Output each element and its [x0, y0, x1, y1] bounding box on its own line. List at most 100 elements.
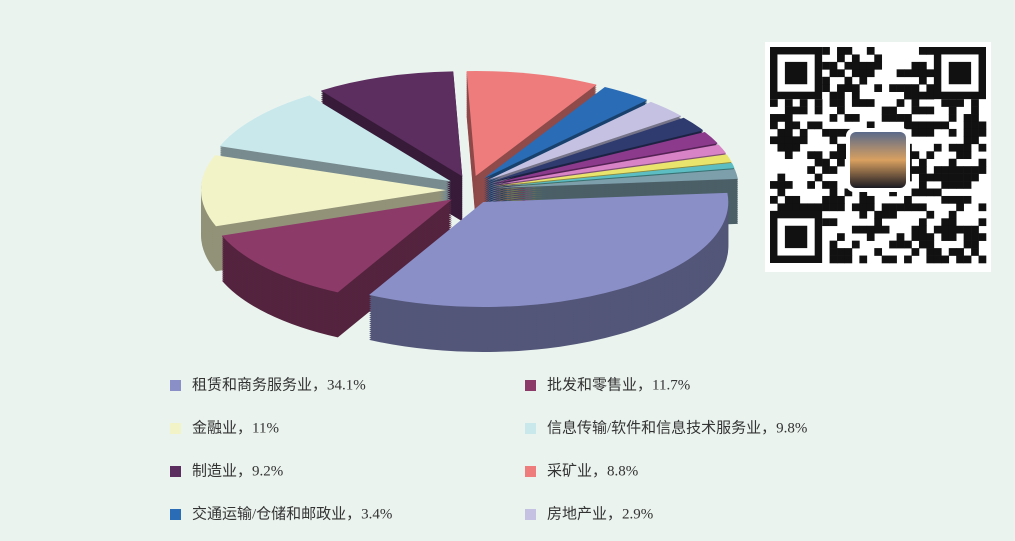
slice	[492, 144, 727, 186]
qr-finder	[784, 225, 808, 249]
qr-module	[971, 225, 979, 234]
qr-module	[814, 106, 823, 115]
qr-module	[851, 225, 860, 234]
slice	[201, 155, 447, 227]
qr-module	[837, 143, 845, 152]
legend-swatch	[525, 509, 536, 520]
qr-module	[777, 114, 786, 122]
qr-module	[956, 166, 964, 174]
qr-module	[799, 99, 808, 107]
qr-module	[911, 233, 920, 241]
qr-module	[926, 91, 935, 100]
qr-module	[956, 195, 964, 204]
qr-module	[978, 121, 987, 130]
qr-module	[859, 203, 868, 212]
qr-module	[829, 218, 838, 227]
qr-module	[963, 181, 972, 189]
qr-module	[859, 210, 868, 219]
qr-module	[926, 47, 935, 55]
qr-module	[829, 61, 838, 70]
qr-module	[837, 158, 845, 167]
qr-module	[851, 91, 860, 100]
qr-module	[822, 181, 830, 189]
qr-module	[904, 114, 912, 122]
qr-module	[926, 151, 935, 160]
qr-module	[770, 195, 778, 204]
qr-module	[829, 195, 838, 204]
qr-module	[941, 166, 950, 174]
qr-module	[844, 47, 853, 55]
qr-module	[814, 99, 823, 107]
qr-module	[896, 99, 905, 107]
qr-module	[926, 255, 935, 264]
qr-module	[933, 255, 942, 264]
qr-module	[918, 121, 927, 130]
slice-group	[221, 199, 452, 338]
qr-module	[918, 203, 927, 212]
qr-module	[822, 203, 830, 212]
qr-module	[963, 151, 972, 160]
qr-module	[971, 166, 979, 174]
qr-module	[792, 136, 801, 145]
qr-module	[777, 173, 786, 182]
qr-finder	[784, 61, 808, 85]
qr-module	[844, 114, 853, 122]
qr-module	[918, 166, 927, 174]
qr-module	[777, 128, 786, 137]
qr-module	[829, 166, 838, 174]
qr-module	[948, 218, 957, 227]
qr-module	[851, 114, 860, 122]
qr-module	[971, 240, 979, 249]
qr-module	[918, 188, 927, 197]
qr-module	[963, 166, 972, 174]
qr-module	[829, 188, 838, 197]
qr-module	[956, 143, 964, 152]
qr-module	[784, 143, 793, 152]
qr-module	[866, 99, 875, 107]
qr-module	[918, 61, 927, 70]
qr-module	[807, 151, 815, 160]
qr-module	[822, 158, 830, 167]
slice	[487, 101, 682, 181]
qr-module	[829, 181, 838, 189]
qr-module	[784, 151, 793, 160]
legend-label: 批发和零售业，11.7%	[547, 376, 690, 393]
qr-module	[874, 61, 883, 70]
qr-module	[963, 233, 972, 241]
qr-module	[918, 240, 927, 249]
qr-module	[829, 69, 838, 78]
slice-group	[369, 192, 729, 352]
qr-module	[837, 54, 845, 63]
qr-module	[837, 69, 845, 78]
qr-module	[859, 76, 868, 85]
qr-module	[844, 248, 853, 256]
qr-module	[814, 151, 823, 160]
qr-module	[851, 61, 860, 70]
qr-module	[837, 84, 845, 92]
qr-module	[777, 136, 786, 145]
qr-module	[866, 195, 875, 204]
qr-module	[807, 121, 815, 130]
qr-module	[837, 91, 845, 100]
qr-module	[956, 225, 964, 234]
qr-module	[799, 136, 808, 145]
qr-module	[859, 99, 868, 107]
qr-module	[822, 218, 830, 227]
qr-module	[941, 195, 950, 204]
qr-module	[881, 225, 890, 234]
qr-module	[837, 99, 845, 107]
qr-module	[918, 69, 927, 78]
qr-module	[814, 203, 823, 212]
qr-module	[948, 195, 957, 204]
qr-module	[866, 225, 875, 234]
qr-module	[770, 99, 778, 107]
qr-module	[963, 143, 972, 152]
qr-module	[978, 128, 987, 137]
qr-module	[956, 248, 964, 256]
qr-module	[784, 128, 793, 137]
qr-module	[926, 188, 935, 197]
qr-module	[784, 99, 793, 107]
qr-module	[963, 195, 972, 204]
qr-module	[904, 255, 912, 264]
qr-module	[822, 76, 830, 85]
